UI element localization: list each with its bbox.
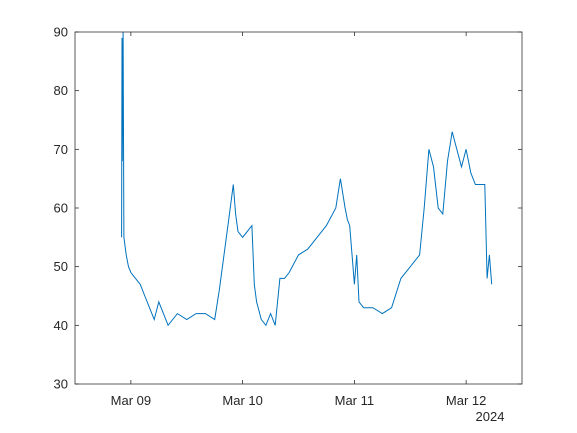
x-axis-year-label: 2024	[476, 409, 505, 424]
x-tick-label: Mar 12	[446, 393, 486, 408]
y-tick-label: 90	[54, 25, 68, 40]
y-tick-label: 80	[54, 83, 68, 98]
series-line	[121, 31, 493, 327]
y-tick-label: 70	[54, 142, 68, 157]
y-tick-label: 30	[54, 377, 68, 392]
plot-area	[121, 31, 493, 327]
x-tick-label: Mar 10	[222, 393, 262, 408]
y-tick-label: 60	[54, 201, 68, 216]
y-tick-label: 40	[54, 318, 68, 333]
y-axis: 30 40 50 60 70 80 90	[54, 25, 522, 392]
y-tick-label: 50	[54, 259, 68, 274]
x-tick-label: Mar 09	[111, 393, 151, 408]
x-axis: Mar 09 Mar 10 Mar 11 Mar 12	[111, 32, 486, 408]
x-tick-label: Mar 11	[335, 393, 375, 408]
